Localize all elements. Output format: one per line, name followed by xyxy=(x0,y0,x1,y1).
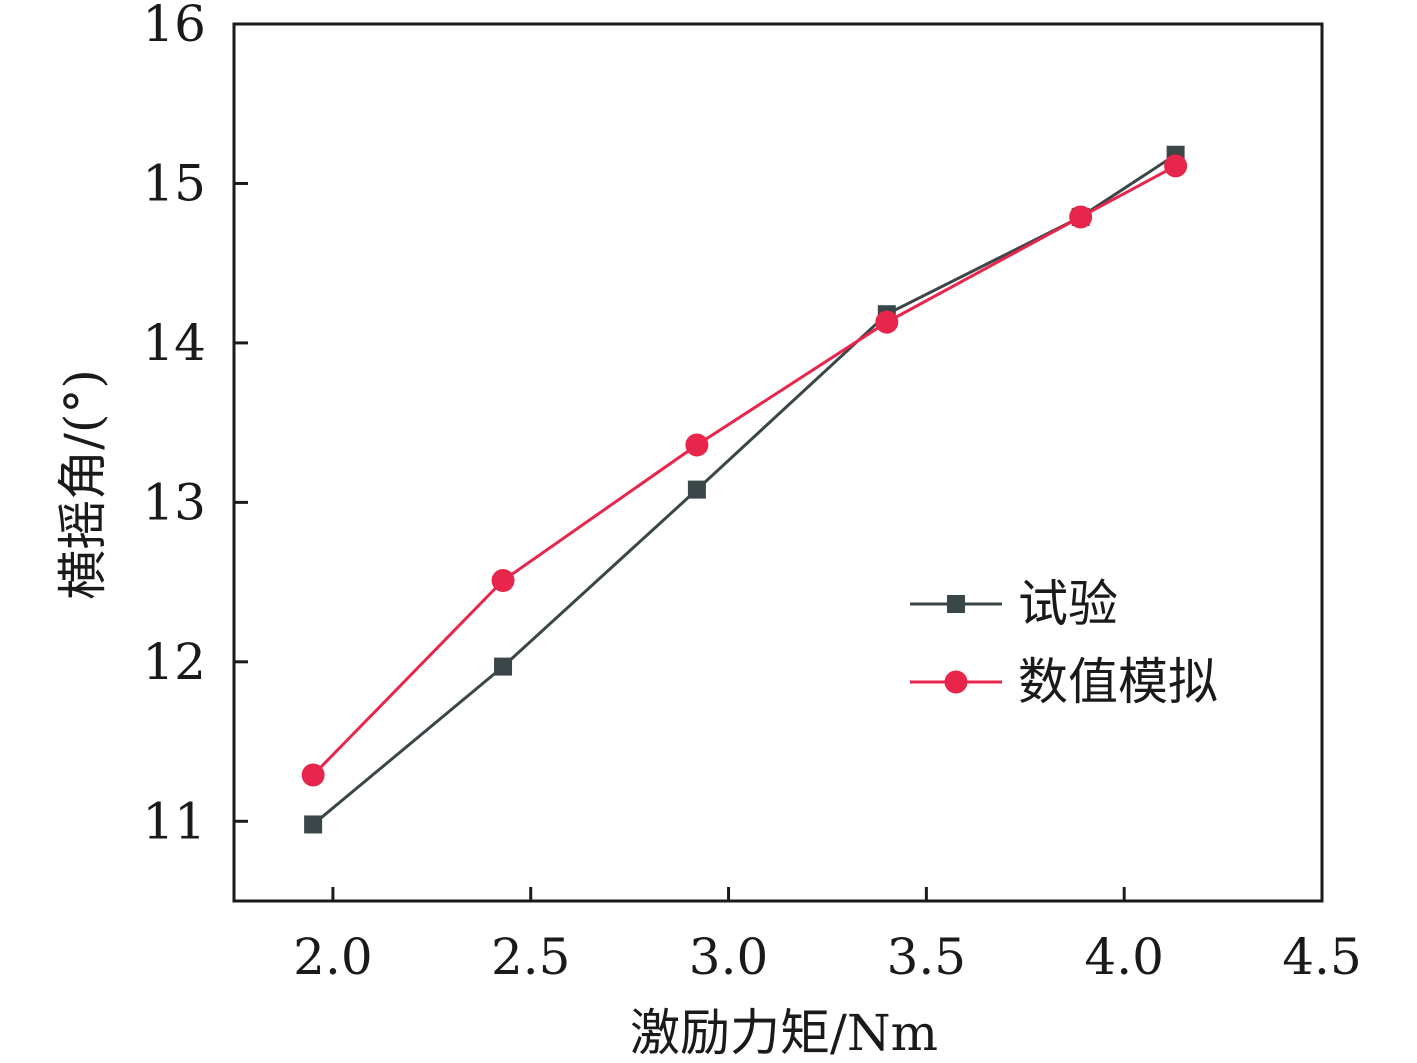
y-tick-label: 11 xyxy=(142,792,206,850)
y-tick-label: 12 xyxy=(142,633,206,691)
data-point xyxy=(301,763,325,787)
legend-marker xyxy=(947,595,965,613)
data-point xyxy=(687,480,706,499)
data-point xyxy=(685,433,709,457)
y-tick-label: 15 xyxy=(142,154,206,212)
series-2 xyxy=(301,154,1188,787)
legend-marker xyxy=(944,670,968,694)
series-1 xyxy=(304,145,1185,834)
data-point xyxy=(304,815,323,834)
plot-frame xyxy=(232,22,1324,903)
data-point xyxy=(875,310,899,334)
axis-ticks: 2.0 2.5 3.0 3.5 4.0 4.5 11 12 13 14 15 16 xyxy=(142,0,1361,986)
y-tick-label: 14 xyxy=(142,314,206,372)
data-point xyxy=(1069,205,1093,229)
series-line xyxy=(312,164,1177,777)
data-point xyxy=(494,657,513,676)
y-tick-label: 13 xyxy=(142,473,206,531)
series-line xyxy=(312,153,1177,826)
x-tick-label: 4.0 xyxy=(1084,928,1164,986)
legend-item: 试验 xyxy=(910,575,1118,633)
x-tick-label: 2.0 xyxy=(293,928,373,986)
data-point xyxy=(491,568,515,592)
y-axis-title: 横摇角/(°) xyxy=(54,369,112,600)
plot-series xyxy=(301,145,1188,834)
x-axis-title: 激励力矩/Nm xyxy=(630,1004,938,1062)
x-tick-label: 2.5 xyxy=(491,928,571,986)
x-tick-label: 3.0 xyxy=(689,928,769,986)
y-tick-label: 16 xyxy=(142,0,206,53)
x-tick-label: 3.5 xyxy=(887,928,967,986)
legend-item: 数值模拟 xyxy=(910,653,1218,711)
x-tick-label: 4.5 xyxy=(1282,928,1362,986)
data-point xyxy=(1164,154,1188,178)
legend-label: 试验 xyxy=(1018,575,1118,633)
legend-label: 数值模拟 xyxy=(1018,653,1218,711)
